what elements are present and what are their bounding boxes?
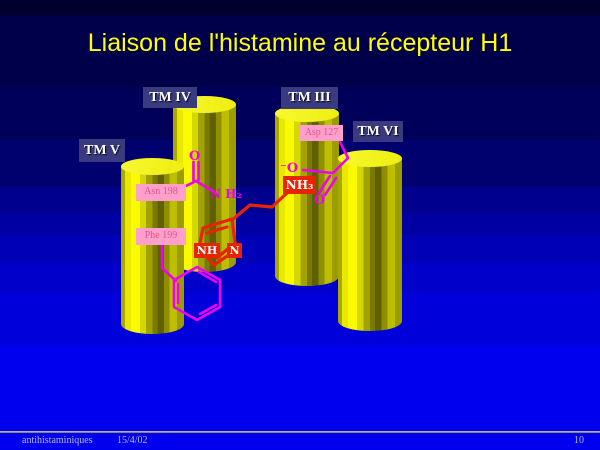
- imidazole-n-box: N: [227, 243, 242, 258]
- footer-divider: [0, 431, 600, 433]
- residue-label-asp127: Asp 127: [300, 125, 343, 141]
- footer-date: 15/4/02: [117, 435, 148, 446]
- imidazole-nh-box: NH: [194, 243, 220, 258]
- footer-page-number: 10: [574, 435, 584, 446]
- ammonium-nh3-box: NH₃: [283, 176, 316, 194]
- amide-nh2-label: N H₂: [210, 187, 242, 201]
- helix-label-tm3: TM III: [281, 87, 338, 109]
- cylinder-top: [275, 105, 339, 122]
- ammonium-plus-sign: +: [306, 172, 317, 186]
- helix-label-tm6: TM VI: [353, 121, 403, 142]
- helix-label-tm4: TM IV: [143, 87, 197, 108]
- amide-oxygen-label: O: [189, 149, 201, 164]
- footer-course-name: antihistaminiques: [22, 435, 93, 446]
- cylinder-top: [338, 150, 402, 167]
- phenyl-double-bond-2: [198, 303, 218, 316]
- helix-cylinder-tm6: [338, 150, 402, 331]
- helix-label-tm5: TM V: [79, 139, 125, 162]
- phenyl-double-bond-1: [197, 270, 218, 284]
- carboxylate-o-minus-label: ⁻O: [280, 161, 299, 176]
- cylinder-top: [121, 158, 184, 175]
- slide-title: Liaison de l'histamine au récepteur H1: [87, 29, 513, 57]
- cylinder-body: [338, 158, 402, 331]
- residue-label-asn198: Asn 198: [136, 184, 186, 201]
- residue-label-phe199: Phe 199: [136, 228, 186, 245]
- carboxylate-oxygen-label: O: [314, 193, 326, 208]
